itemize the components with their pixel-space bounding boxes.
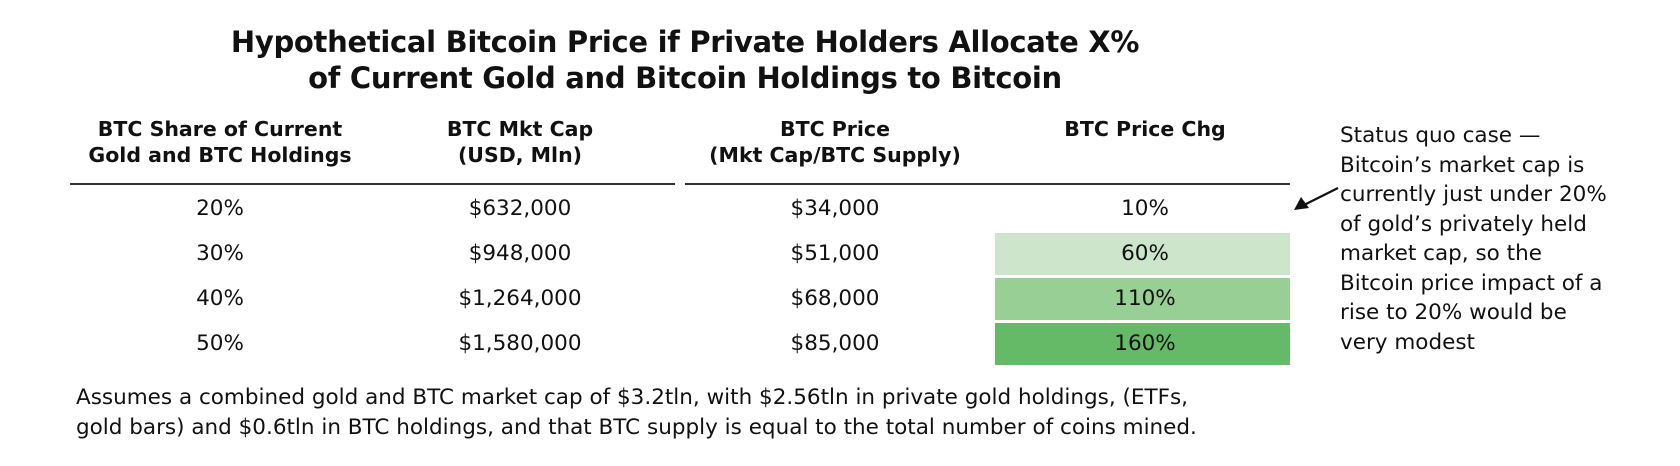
column-header-price-line-2: (Mkt Cap/BTC Supply) <box>709 143 961 167</box>
column-header-price-line-1: BTC Price <box>779 117 890 141</box>
column-header-mkt-cap: BTC Mkt Cap (USD, Mln) <box>400 116 640 168</box>
column-header-mkt-cap-line-1: BTC Mkt Cap <box>446 117 594 141</box>
annotation: Status quo case — Bitcoin’s market cap i… <box>1340 121 1640 357</box>
cell-mkt-cap: $1,264,000 <box>458 286 582 311</box>
cell-price: $85,000 <box>790 331 880 356</box>
column-header-price-chg: BTC Price Chg <box>995 116 1295 142</box>
annotation-line: currently just under 20% <box>1340 182 1607 207</box>
chart-title-line-1: Hypothetical Bitcoin Price if Private Ho… <box>230 25 1140 59</box>
column-header-share: BTC Share of Current Gold and BTC Holdin… <box>70 116 370 168</box>
annotation-line: Status quo case — <box>1340 123 1541 148</box>
cell-price: $68,000 <box>790 286 880 311</box>
cell-price-chg: 160% <box>1114 331 1176 356</box>
footnote: Assumes a combined gold and BTC market c… <box>76 383 1336 443</box>
price-chg-highlight <box>995 278 1290 320</box>
cell-mkt-cap: $632,000 <box>468 196 572 221</box>
chart-title-line-2: of Current Gold and Bitcoin Holdings to … <box>308 61 1062 95</box>
column-header-price: BTC Price (Mkt Cap/BTC Supply) <box>685 116 985 168</box>
cell-share: 30% <box>196 241 244 266</box>
column-header-share-line-1: BTC Share of Current <box>97 117 343 141</box>
annotation-line: of gold’s privately held <box>1340 211 1587 237</box>
cell-price: $51,000 <box>790 241 880 266</box>
chart-title: Hypothetical Bitcoin Price if Private Ho… <box>70 24 1300 96</box>
header-divider-right <box>685 183 1290 185</box>
annotation-line: market cap, so the <box>1340 241 1542 266</box>
cell-price-chg: 110% <box>1114 286 1176 311</box>
annotation-line: very modest <box>1340 329 1475 355</box>
column-header-mkt-cap-line-2: (USD, Mln) <box>457 143 583 167</box>
cell-price: $34,000 <box>790 196 880 221</box>
price-chg-highlight <box>995 323 1290 365</box>
cell-mkt-cap: $1,580,000 <box>458 331 582 356</box>
footnote-line-1: Assumes a combined gold and BTC market c… <box>76 385 1189 410</box>
price-chg-highlight <box>995 233 1290 275</box>
cell-share: 50% <box>196 331 244 356</box>
header-divider-left <box>70 183 675 185</box>
cell-share: 40% <box>196 286 244 311</box>
cell-price-chg: 60% <box>1121 241 1169 266</box>
arrow-left-down-icon <box>1294 187 1339 210</box>
cell-mkt-cap: $948,000 <box>468 241 572 266</box>
cell-share: 20% <box>196 196 244 221</box>
annotation-line: Bitcoin price impact of a <box>1340 270 1603 296</box>
column-header-share-line-2: Gold and BTC Holdings <box>88 143 352 167</box>
footnote-line-2: gold bars) and $0.6tln in BTC holdings, … <box>76 415 1197 440</box>
annotation-line: rise to 20% would be <box>1340 300 1567 325</box>
column-header-price-chg-line-1: BTC Price Chg <box>1064 117 1226 141</box>
annotation-line: Bitcoin’s market cap is <box>1340 152 1585 178</box>
cell-price-chg: 10% <box>1121 196 1169 221</box>
